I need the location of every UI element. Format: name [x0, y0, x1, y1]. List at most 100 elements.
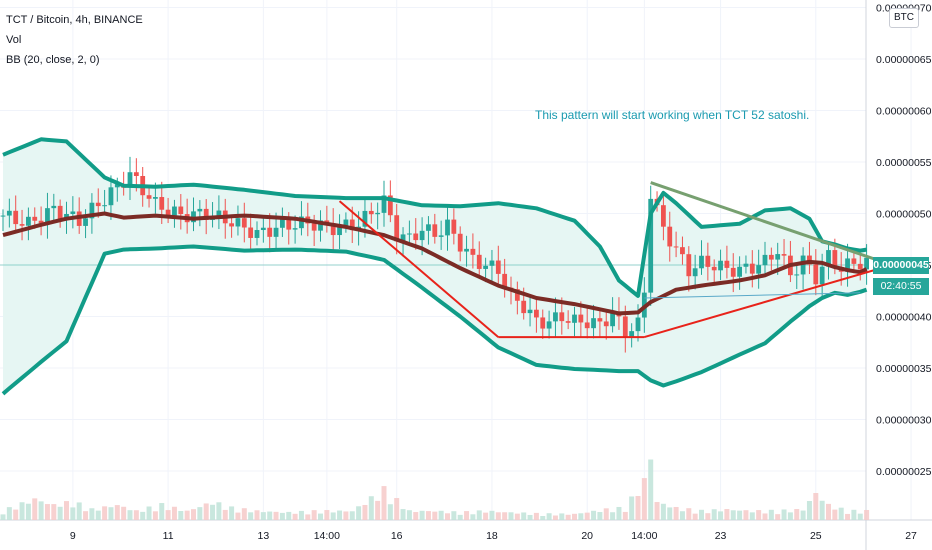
- candle-body: [495, 260, 501, 274]
- candle-body: [584, 322, 590, 329]
- pattern-annotation: This pattern will start working when TCT…: [535, 108, 810, 122]
- candle-body: [38, 220, 44, 224]
- candle-body: [108, 187, 114, 206]
- candle-body: [514, 289, 520, 301]
- volume-bar: [749, 512, 755, 520]
- candle-body: [254, 230, 260, 238]
- price-axis-tick-label: 0.00000055: [876, 157, 932, 169]
- volume-bar: [737, 510, 743, 520]
- chart-legend: TCT / Bitcoin, 4h, BINANCE Vol BB (20, c…: [6, 10, 143, 70]
- volume-bar: [578, 513, 584, 520]
- candle-body: [749, 263, 755, 274]
- volume-bar: [495, 512, 501, 520]
- candle-body: [457, 233, 463, 252]
- volume-bar: [197, 507, 203, 520]
- candle-body: [775, 254, 781, 260]
- price-axis-tick-label: 0.00000060: [876, 106, 932, 118]
- volume-bar: [616, 506, 622, 520]
- candle-body: [521, 300, 527, 314]
- volume-bar: [216, 502, 222, 520]
- volume-bar: [724, 509, 730, 520]
- price-axis-tick-label: 0.00000025: [876, 466, 932, 478]
- candle-body: [248, 227, 254, 238]
- candle-body: [197, 208, 203, 212]
- candle-body: [26, 216, 31, 226]
- candle-body: [286, 219, 292, 230]
- volume-bar: [819, 500, 825, 520]
- volume-bar: [864, 509, 870, 520]
- candle-body: [489, 260, 495, 266]
- volume-bar: [279, 512, 285, 520]
- currency-badge[interactable]: BTC: [889, 8, 919, 28]
- volume-bar: [267, 511, 273, 520]
- wedge-upper-line: [650, 181, 893, 267]
- candle-body: [216, 210, 222, 217]
- candle-body: [502, 273, 508, 288]
- candle-body: [857, 263, 863, 270]
- candle-body: [70, 211, 76, 214]
- candle-body: [337, 225, 342, 236]
- volume-bar: [89, 508, 95, 520]
- candle-body: [572, 314, 577, 323]
- volume-bar: [324, 510, 330, 520]
- volume-bar: [425, 511, 431, 520]
- candle-body: [95, 202, 101, 207]
- volume-bar: [514, 513, 520, 520]
- candle-body: [6, 210, 12, 216]
- candle-body: [292, 228, 298, 230]
- candle-body: [407, 233, 412, 235]
- volume-bar: [349, 511, 355, 520]
- candle-body: [476, 254, 482, 269]
- candle-body: [349, 219, 355, 231]
- volume-bar: [692, 513, 698, 520]
- volume-bar: [64, 501, 69, 520]
- candle-body: [756, 265, 762, 274]
- candle-body: [32, 216, 38, 221]
- volume-bar: [775, 514, 781, 520]
- candle-body: [146, 195, 152, 199]
- volume-bar: [57, 506, 63, 520]
- candle-body: [737, 266, 742, 277]
- candle-body: [45, 208, 50, 224]
- volume-bar: [597, 512, 603, 520]
- volume-bar: [241, 508, 247, 520]
- volume-bar: [127, 510, 133, 520]
- volume-bar: [222, 509, 228, 520]
- candle-body: [648, 198, 654, 293]
- candle-body: [730, 267, 736, 277]
- volume-bar: [114, 505, 120, 520]
- candle-body: [686, 254, 692, 277]
- time-axis-tick-label: 23: [715, 530, 727, 542]
- volume-bar: [362, 504, 368, 520]
- volume-bar: [152, 511, 158, 520]
- time-axis-tick-label: 16: [391, 530, 403, 542]
- volume-bar: [51, 504, 57, 520]
- volume-bar: [432, 511, 438, 520]
- volume-bar: [502, 512, 508, 520]
- bb-basis-line: [2, 211, 868, 316]
- volume-bar: [559, 513, 565, 520]
- volume-bar: [394, 498, 400, 520]
- volume-bar: [140, 511, 146, 520]
- candle-body: [762, 254, 768, 266]
- candle-body: [299, 216, 304, 229]
- candle-body: [603, 321, 609, 327]
- candle-body: [743, 263, 749, 267]
- volume-bar: [851, 509, 857, 520]
- volume-bar: [629, 496, 635, 520]
- volume-bar: [686, 508, 692, 520]
- volume-bar: [832, 509, 838, 520]
- volume-bar: [533, 512, 539, 520]
- candle-body: [260, 227, 266, 231]
- volume-bar: [699, 509, 704, 520]
- candle-body: [813, 264, 819, 285]
- candle-body: [432, 224, 438, 237]
- time-axis-tick-label: 20: [581, 530, 593, 542]
- volume-bar: [768, 509, 774, 520]
- volume-bar: [343, 511, 349, 520]
- volume-bar: [6, 507, 12, 520]
- volume-bar: [19, 502, 25, 520]
- volume-bar: [133, 510, 139, 520]
- pattern-descent-line: [338, 200, 499, 338]
